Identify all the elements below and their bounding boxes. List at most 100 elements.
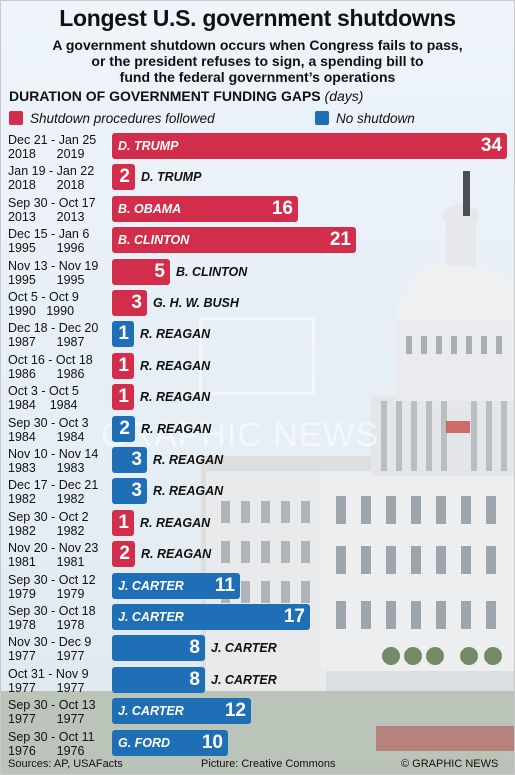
bar-value-label: 16 xyxy=(271,198,293,219)
bar xyxy=(112,353,134,379)
president-label: B. OBAMA xyxy=(118,202,182,216)
date-range-label: Oct 3 - Oct 5 1984 1984 xyxy=(8,384,79,412)
bar-value-label: 11 xyxy=(214,575,235,596)
date-range-label: Dec 18 - Dec 20 1987 1987 xyxy=(8,321,99,349)
bar-value-label: 2 xyxy=(119,166,130,187)
chart-heading-label: DURATION OF GOVERNMENT FUNDING GAPS xyxy=(9,88,321,104)
date-range-label: Oct 16 - Oct 18 1986 1986 xyxy=(8,353,93,381)
date-range-label: Sep 30 - Oct 2 1982 1982 xyxy=(8,510,89,538)
bar xyxy=(112,133,507,159)
president-label: D. TRUMP xyxy=(141,170,202,184)
president-label: G. H. W. BUSH xyxy=(153,296,239,310)
date-range-label: Sep 30 - Oct 17 2013 2013 xyxy=(8,196,96,224)
bar xyxy=(112,447,147,473)
date-range-label: Nov 13 - Nov 19 1995 1995 xyxy=(8,259,99,287)
president-label: R. REAGAN xyxy=(140,390,211,404)
date-range-label: Nov 30 - Dec 9 1977 1977 xyxy=(8,635,92,663)
president-label: B. CLINTON xyxy=(118,233,190,247)
date-range-label: Sep 30 - Oct 13 1977 1977 xyxy=(8,698,96,726)
bar xyxy=(112,290,147,316)
bar xyxy=(112,416,135,442)
date-range-label: Sep 30 - Oct 12 1979 1979 xyxy=(8,573,96,601)
footer: Sources: AP, USAFacts Picture: Creative … xyxy=(1,755,514,774)
chart-heading: DURATION OF GOVERNMENT FUNDING GAPS (day… xyxy=(9,88,363,104)
picture-credit: Picture: Creative Commons xyxy=(201,758,336,770)
bar xyxy=(112,164,135,190)
bar-value-label: 3 xyxy=(131,449,142,470)
president-label: R. REAGAN xyxy=(140,359,211,373)
date-range-label: Oct 5 - Oct 9 1990 1990 xyxy=(8,290,79,318)
bar xyxy=(112,573,240,599)
watermark-logo xyxy=(199,317,315,395)
bar xyxy=(112,667,205,693)
bar-value-label: 17 xyxy=(283,606,305,627)
president-label: D. TRUMP xyxy=(118,139,179,153)
legend-label: Shutdown procedures followed xyxy=(30,110,215,126)
president-label: R. REAGAN xyxy=(141,422,212,436)
watermark-text: GRAPHIC NEWS xyxy=(101,416,380,454)
bar-value-label: 3 xyxy=(131,292,142,313)
president-label: J. CARTER xyxy=(118,579,184,593)
bar xyxy=(112,384,134,410)
subtitle-line: or the president refuses to sign, a spen… xyxy=(91,53,424,69)
legend-label: No shutdown xyxy=(336,110,415,126)
bar xyxy=(112,259,170,285)
president-label: J. CARTER xyxy=(118,704,184,718)
bar xyxy=(112,541,135,567)
bar xyxy=(112,604,310,630)
subtitle-line: A government shutdown occurs when Congre… xyxy=(52,37,463,53)
president-label: R. REAGAN xyxy=(153,453,224,467)
bar xyxy=(112,510,134,536)
bar xyxy=(112,635,205,661)
date-range-label: Dec 17 - Dec 21 1982 1982 xyxy=(8,478,99,506)
bar-value-label: 2 xyxy=(119,543,130,564)
legend-swatch xyxy=(315,111,329,125)
bar-value-label: 2 xyxy=(119,418,130,439)
president-label: R. REAGAN xyxy=(140,327,211,341)
subtitle: A government shutdown occurs when Congre… xyxy=(15,37,500,85)
bar xyxy=(112,730,228,756)
legend-item-no-shutdown: No shutdown xyxy=(315,110,415,126)
bar xyxy=(112,478,147,504)
president-label: R. REAGAN xyxy=(153,484,224,498)
president-label: J. CARTER xyxy=(118,610,184,624)
president-label: J. CARTER xyxy=(211,641,277,655)
bar xyxy=(112,321,134,347)
bar-value-label: 3 xyxy=(131,480,142,501)
date-range-label: Oct 31 - Nov 9 1977 1977 xyxy=(8,667,89,695)
graphic-news-credit: © GRAPHIC NEWS xyxy=(401,758,499,770)
date-range-label: Sep 30 - Oct 3 1984 1984 xyxy=(8,416,89,444)
bar-value-label: 21 xyxy=(329,229,351,250)
legend-item-shutdown: Shutdown procedures followed xyxy=(9,110,215,126)
president-label: G. FORD xyxy=(118,736,171,750)
bar-value-label: 1 xyxy=(118,386,129,407)
chart-heading-units: (days) xyxy=(324,88,364,104)
bar xyxy=(112,196,298,222)
president-label: R. REAGAN xyxy=(141,547,212,561)
bar-value-label: 12 xyxy=(224,700,246,721)
date-range-label: Sep 30 - Oct 18 1978 1978 xyxy=(8,604,96,632)
bar-value-label: 1 xyxy=(118,355,129,376)
president-label: R. REAGAN xyxy=(140,516,211,530)
legend-swatch xyxy=(9,111,23,125)
bar-value-label: 1 xyxy=(118,512,129,533)
date-range-label: Dec 15 - Jan 6 1995 1996 xyxy=(8,227,90,255)
bar-value-label: 8 xyxy=(189,637,200,658)
page-title: Longest U.S. government shutdowns xyxy=(59,5,456,31)
bar xyxy=(112,227,356,253)
president-label: J. CARTER xyxy=(211,673,277,687)
date-range-label: Dec 21 - Jan 25 2018 2019 xyxy=(8,133,97,161)
subtitle-line: fund the federal government’s operations xyxy=(119,69,396,85)
date-range-label: Nov 20 - Nov 23 1981 1981 xyxy=(8,541,99,569)
date-range-label: Sep 30 - Oct 11 1976 1976 xyxy=(8,730,95,758)
bar-value-label: 5 xyxy=(154,261,165,282)
bar xyxy=(112,698,251,724)
bar-value-label: 10 xyxy=(201,732,223,753)
president-label: B. CLINTON xyxy=(176,265,248,279)
bar-value-label: 8 xyxy=(189,669,200,690)
bar-value-label: 34 xyxy=(480,135,502,156)
date-range-label: Nov 10 - Nov 14 1983 1983 xyxy=(8,447,99,475)
date-range-label: Jan 19 - Jan 22 2018 2018 xyxy=(8,164,95,192)
